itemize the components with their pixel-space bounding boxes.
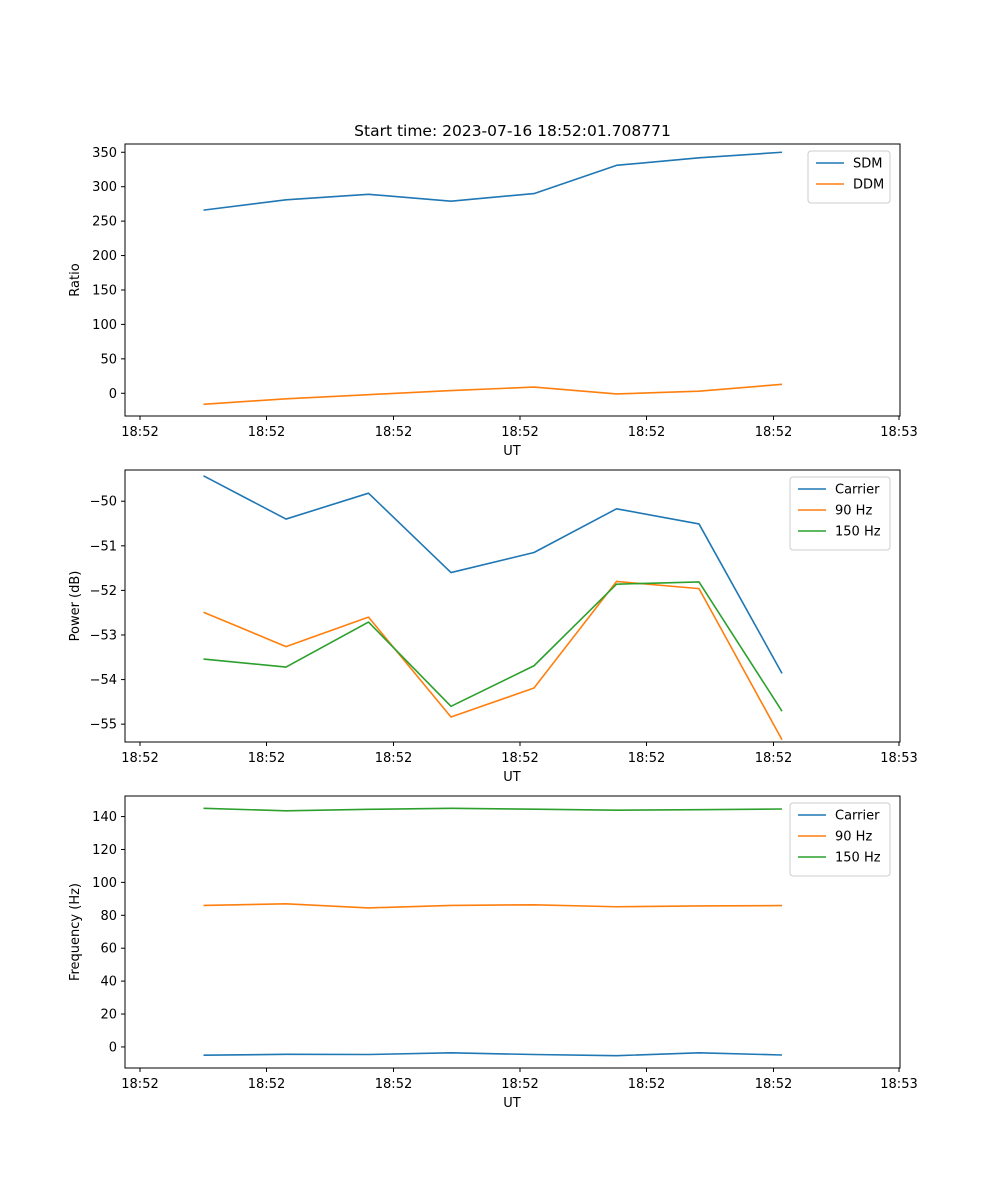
y-tick-label: 60 [100,942,117,957]
legend-label: Carrier [835,809,880,824]
y-tick-label: −54 [90,673,117,688]
y-tick-label: −53 [90,628,117,643]
x-tick-label: 18:53 [880,1077,917,1092]
x-axis-label: UT [503,444,521,459]
legend: SDM DDM [807,150,891,204]
plot-frame [124,469,901,743]
y-tick-label: 120 [92,843,117,858]
y-tick-label: 100 [92,318,117,333]
x-tick-label: 18:52 [121,1077,158,1092]
x-tick-label: 18:53 [880,425,917,440]
x-tick-label: 18:52 [755,751,792,766]
x-tick-label: 18:52 [375,751,412,766]
x-axis-label: UT [503,770,521,785]
y-axis-label: Frequency (Hz) [68,883,83,981]
x-tick-label: 18:52 [121,425,158,440]
x-tick-label: 18:52 [375,425,412,440]
x-tick-label: 18:52 [501,425,538,440]
series-line-90-hz [203,580,783,741]
y-tick-label: 0 [109,387,117,402]
legend-label: 150 Hz [835,851,881,866]
series-line-ddm [203,383,783,406]
y-tick-label: 80 [100,909,117,924]
x-tick-label: 18:52 [121,751,158,766]
chart-title: Start time: 2023-07-16 18:52:01.708771 [354,122,671,140]
x-tick-label: 18:52 [501,1077,538,1092]
x-tick-label: 18:52 [628,1077,665,1092]
x-tick-label: 18:52 [755,425,792,440]
legend-box [807,150,891,204]
plot-frame [124,143,901,417]
chart-panel-3: 0 20 40 60 80 100 120 140 18:52 18:52 18:52 18:52 18… [68,795,918,1111]
chart-panel-2: −50 −51 −52 −53 −54 −55 18:52 18:52 18:52 18:52 18… [68,469,918,785]
x-tick-label: 18:52 [248,751,285,766]
y-axis-label: Ratio [68,263,83,296]
plot-frame [124,795,901,1069]
legend: Carrier 90 Hz 150 Hz [789,802,891,877]
y-tick-label: 140 [92,810,117,825]
legend-label: 90 Hz [835,830,872,845]
y-tick-label: −55 [90,718,117,733]
y-tick-label: 150 [92,283,117,298]
legend-label: SDM [853,157,882,172]
y-tick-label: 0 [109,1040,117,1055]
x-tick-label: 18:52 [501,751,538,766]
series-line-150-hz [203,807,783,812]
x-tick-label: 18:53 [880,751,917,766]
series-line-90-hz [203,902,783,909]
y-tick-label: −52 [90,584,117,599]
x-tick-label: 18:52 [755,1077,792,1092]
legend-label: DDM [853,178,884,193]
y-tick-label: 250 [92,215,117,230]
x-tick-label: 18:52 [628,425,665,440]
series-line-150-hz [203,581,783,712]
y-tick-label: 40 [100,975,117,990]
legend-label: 150 Hz [835,525,881,540]
legend-label: 90 Hz [835,504,872,519]
y-axis-label: Power (dB) [68,571,83,642]
chart-panel-1: 0 50 100 150 200 250 300 350 18:52 18:52 18:52 18:5… [68,122,918,459]
x-tick-label: 18:52 [248,1077,285,1092]
series-line-carrier [203,475,783,674]
x-axis-label: UT [503,1096,521,1111]
y-tick-label: 200 [92,249,117,264]
legend: Carrier 90 Hz 150 Hz [789,476,891,551]
x-tick-label: 18:52 [628,751,665,766]
x-tick-label: 18:52 [248,425,285,440]
y-tick-label: −50 [90,495,117,510]
series-line-sdm [203,151,783,211]
y-tick-label: 100 [92,876,117,891]
legend-label: Carrier [835,483,880,498]
y-tick-label: 350 [92,146,117,161]
y-tick-label: 50 [100,352,117,367]
series-line-carrier [203,1052,783,1057]
x-tick-label: 18:52 [375,1077,412,1092]
y-tick-label: 300 [92,180,117,195]
y-tick-label: 20 [100,1008,117,1023]
y-tick-label: −51 [90,539,117,554]
